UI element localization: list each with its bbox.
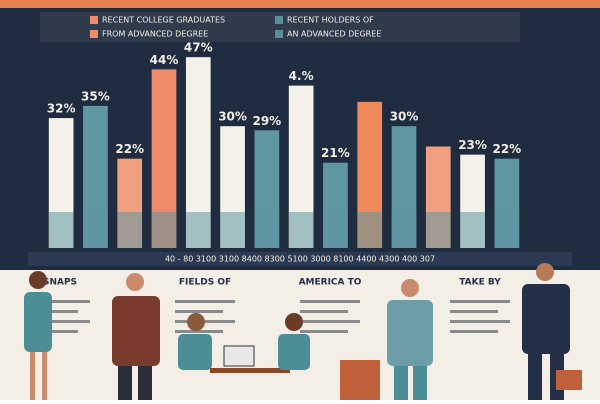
value-label: 32%: [47, 102, 76, 116]
bar-base: [117, 212, 143, 248]
bar-base: [254, 212, 280, 248]
bar-base: [48, 212, 74, 248]
value-label: 22%: [115, 142, 144, 156]
value-label: 47%: [184, 41, 213, 55]
section-heading: SNAPS: [43, 278, 77, 288]
bar-base: [460, 212, 485, 248]
legend-swatch: [275, 16, 283, 24]
text-line: [450, 310, 498, 313]
text-line: [450, 330, 498, 333]
text-line: [175, 330, 223, 333]
bar-base: [185, 212, 211, 248]
section-heading: TAKE BY: [459, 278, 501, 288]
section-heading: FIELDS OF: [179, 278, 231, 288]
legend-label: AN ADVANCED DEGREE: [287, 30, 381, 39]
legend-swatch: [275, 30, 283, 38]
section-heading: AMERICA TO: [299, 278, 362, 288]
legend-label: FROM ADVANCED DEGREE: [102, 30, 208, 39]
bar-base: [151, 212, 177, 248]
value-label: 29%: [252, 114, 281, 128]
value-label: 44%: [150, 53, 179, 67]
value-label: 4.%: [289, 69, 314, 83]
bar-base: [494, 212, 520, 248]
text-line: [450, 320, 510, 323]
text-line: [30, 300, 90, 303]
bar-base: [391, 212, 417, 248]
bar-base: [83, 212, 108, 248]
text-line: [30, 320, 90, 323]
text-line: [175, 310, 223, 313]
text-line: [300, 310, 348, 313]
illustrations: [24, 263, 582, 400]
text-line: [30, 310, 78, 313]
text-line: [300, 330, 348, 333]
text-line: [300, 320, 360, 323]
top-strip: [0, 0, 600, 8]
bar-base: [220, 212, 245, 248]
value-label: 35%: [81, 89, 110, 103]
bar-base: [357, 212, 383, 248]
text-line: [450, 300, 510, 303]
legend-swatch: [90, 30, 98, 38]
legend-label: RECENT HOLDERS OF: [287, 16, 374, 25]
text-line: [30, 330, 78, 333]
bar-base: [425, 212, 451, 248]
bar-base: [323, 212, 348, 248]
value-label: 21%: [321, 146, 350, 160]
bar-base: [288, 212, 314, 248]
value-label: 22%: [492, 142, 521, 156]
text-line: [300, 300, 360, 303]
value-label: 23%: [458, 138, 487, 152]
axis-strip: [28, 252, 572, 266]
text-line: [175, 320, 235, 323]
legend-swatch: [90, 16, 98, 24]
x-axis-text: 40 - 80 3100 3100 8400 8300 5100 3000 81…: [165, 255, 435, 264]
text-line: [175, 300, 235, 303]
value-label: 30%: [390, 110, 419, 124]
value-label: 30%: [218, 110, 247, 124]
legend-label: RECENT COLLEGE GRADUATES: [102, 16, 225, 25]
